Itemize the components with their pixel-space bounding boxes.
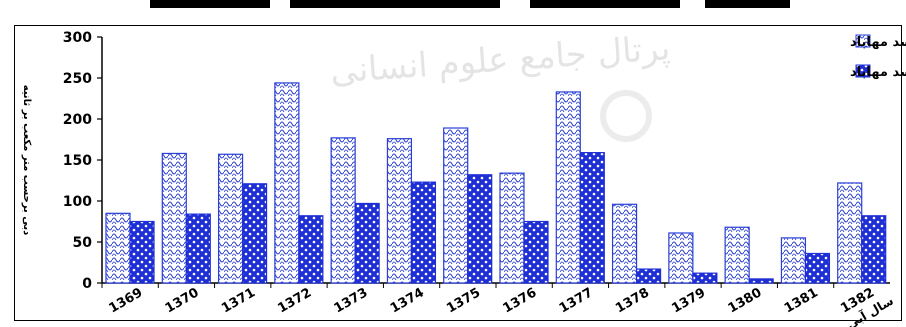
- bar-outflow: [861, 215, 887, 284]
- x-tick-label: 1375: [444, 285, 483, 316]
- y-tick-label: 100: [63, 194, 92, 210]
- axes: [97, 36, 890, 288]
- x-tick-label: 1374: [388, 285, 427, 316]
- legend: دبی ورودی به سد مهاباد دبی خروجی از سد مه…: [850, 34, 906, 80]
- bar-outflow: [410, 181, 437, 284]
- y-tick-label: 150: [63, 153, 92, 169]
- bar-outflow: [241, 183, 268, 284]
- bar-inflow: [611, 203, 638, 284]
- watermark-logo: [600, 90, 652, 142]
- cropped-title-strip: [150, 0, 790, 8]
- y-tick-label: 0: [82, 276, 92, 292]
- bar-inflow: [217, 153, 244, 284]
- x-tick-label: 1372: [275, 285, 314, 316]
- bar-inflow: [105, 212, 131, 284]
- bar-outflow: [467, 174, 493, 284]
- x-tick-label: 1376: [501, 285, 540, 316]
- legend-inflow-swatch: [855, 34, 871, 48]
- x-tick-label: 1371: [219, 285, 258, 316]
- legend-inflow-label: دبی ورودی به سد مهاباد: [850, 35, 906, 50]
- x-tick-label: 1378: [613, 285, 652, 316]
- bar-inflow: [443, 127, 469, 284]
- y-tick-label: 300: [63, 30, 92, 46]
- bar-outflow: [804, 252, 831, 284]
- bar-inflow: [386, 138, 413, 284]
- y-tick-label: 50: [73, 235, 93, 251]
- bars: [105, 82, 887, 284]
- x-tick-label: 1373: [332, 285, 371, 316]
- bar-outflow: [579, 152, 605, 284]
- legend-outflow-swatch: [855, 64, 871, 78]
- x-tick-label: 1369: [107, 285, 146, 316]
- x-tick-label: 1377: [557, 285, 596, 316]
- bar-outflow: [748, 278, 774, 284]
- bar-outflow: [354, 202, 380, 284]
- bar-inflow: [161, 152, 187, 284]
- bar-inflow: [555, 91, 581, 284]
- bar-outflow: [298, 215, 324, 284]
- x-tick-label: 1379: [669, 285, 708, 316]
- bar-outflow: [129, 220, 155, 284]
- x-tick-label: 1370: [163, 285, 202, 316]
- bar-outflow: [523, 220, 549, 284]
- x-tick-label: 1381: [782, 285, 821, 316]
- bar-inflow: [780, 237, 807, 284]
- bar-inflow: [724, 226, 750, 284]
- bar-inflow: [274, 82, 300, 284]
- y-tick-label: 250: [63, 71, 92, 87]
- y-axis-label: دبی برحسب متر مکعب بر ثانیه: [21, 85, 32, 235]
- bar-inflow: [837, 182, 863, 284]
- bar-inflow: [330, 137, 356, 284]
- bar-inflow: [499, 172, 525, 284]
- x-tick-label: 1380: [726, 285, 765, 316]
- bar-inflow: [668, 232, 694, 284]
- bar-outflow: [692, 272, 718, 284]
- bar-outflow: [185, 213, 211, 284]
- y-tick-label: 200: [63, 112, 92, 128]
- bar-outflow: [635, 268, 662, 284]
- chart-frame: [14, 25, 902, 321]
- legend-outflow-label: دبی خروجی از سد مهاباد: [850, 65, 906, 80]
